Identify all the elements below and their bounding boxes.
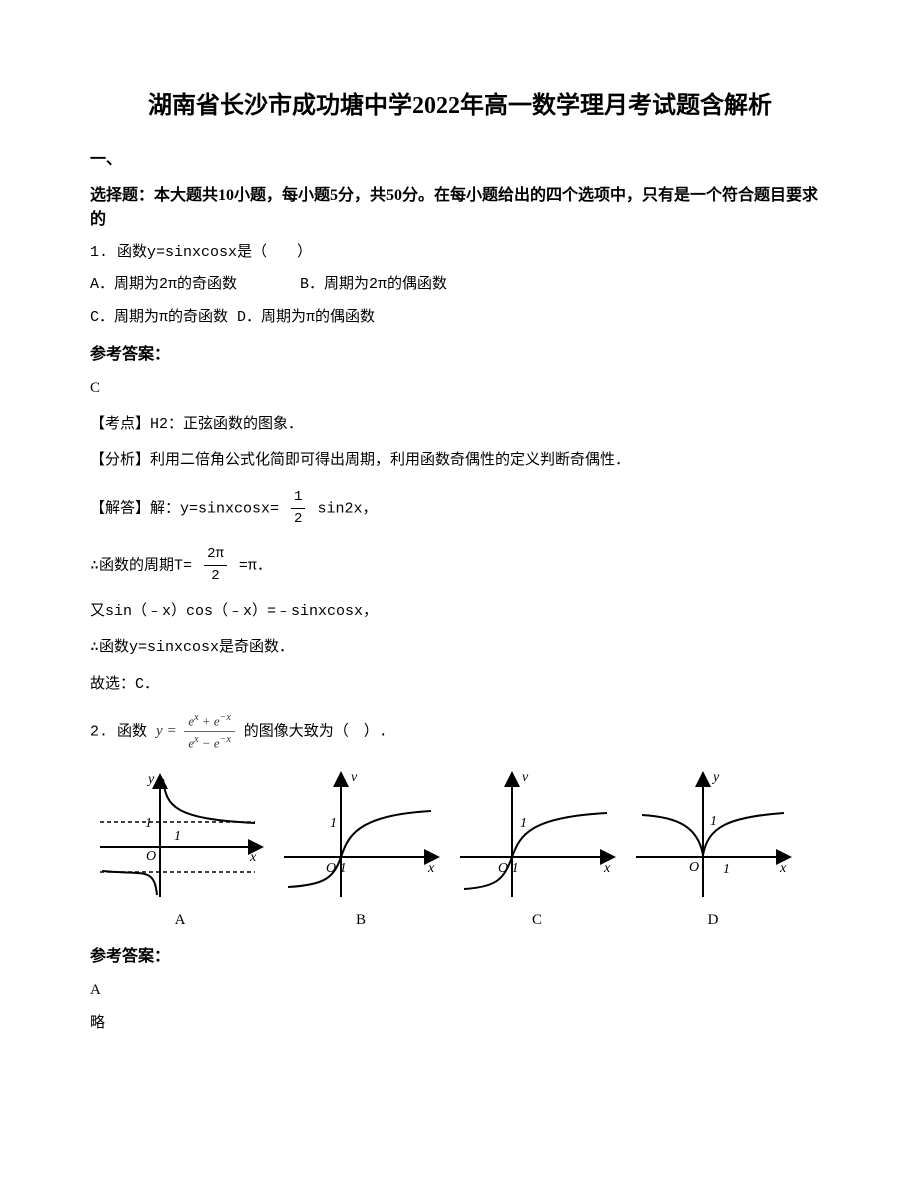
chart-a-svg: O 1 1 x y — [90, 767, 270, 907]
q2-eq-fraction-icon: ex + e−x ex − e−x — [184, 710, 234, 753]
q2-charts-row: O 1 1 x y A O 1 1 x v B — [90, 767, 830, 932]
chart-c-origin: O 1 — [498, 861, 519, 876]
chart-a-one-x: 1 — [174, 829, 181, 844]
q1-optB: B．周期为2π的偶函数 — [300, 276, 447, 293]
chart-c-svg: O 1 1 x v — [452, 767, 622, 907]
q1-answer-header: 参考答案： — [90, 343, 830, 367]
q1-optC: C．周期为π的奇函数 — [90, 309, 228, 326]
q2-stem: 2. 函数 y = ex + e−x ex − e−x 的图像大致为（ ）. — [90, 710, 830, 753]
chart-d-origin: O — [689, 860, 699, 875]
frac-den: 2 — [204, 566, 227, 587]
q2-function-expression: y = ex + e−x ex − e−x — [156, 710, 235, 753]
q1-odd-line: 又sin（﹣x）cos（﹣x）=﹣sinxcosx， — [90, 601, 830, 624]
q1-odd-conclusion: ∴函数y=sinxcosx是奇函数． — [90, 637, 830, 660]
q1-stem: 1. 函数y=sinxcosx是（ ） — [90, 242, 830, 265]
chart-c-label: C — [452, 909, 622, 932]
q2-answer-letter: A — [90, 979, 830, 1002]
section-one-number: 一、 — [90, 148, 830, 172]
chart-c: O 1 1 x v C — [452, 767, 622, 932]
chart-a-origin: O — [146, 849, 156, 864]
q2-eq-num: ex + e−x — [184, 710, 234, 732]
q1-solve-line1: 【解答】解：y=sinxcosx= 1 2 sin2x， — [90, 487, 830, 530]
q1-topic: 【考点】H2：正弦函数的图象． — [90, 414, 830, 437]
chart-b: O 1 1 x v B — [276, 767, 446, 932]
chart-d-label: D — [628, 909, 798, 932]
q1-analysis: 【分析】利用二倍角公式化简即可得出周期，利用函数奇偶性的定义判断奇偶性． — [90, 450, 830, 473]
chart-d-one-x: 1 — [723, 862, 730, 877]
chart-d-y-label: y — [711, 770, 720, 785]
q1-solve-label: 【解答】解：y=sinxcosx= — [90, 500, 279, 517]
chart-c-y-label: v — [522, 770, 529, 785]
chart-a-y-label: y — [146, 772, 155, 787]
q2-answer-header: 参考答案： — [90, 945, 830, 969]
q1-period-tail: =π． — [239, 557, 272, 574]
chart-d-svg: O 1 1 x y — [628, 767, 798, 907]
q1-period-label: ∴函数的周期T= — [90, 557, 192, 574]
q2-eq-y: y = — [156, 723, 177, 739]
q2-prefix: 2. 函数 — [90, 723, 147, 740]
chart-d-x-label: x — [779, 861, 787, 876]
q1-thus: 故选：C． — [90, 674, 830, 697]
q2-suffix: 的图像大致为（ ）. — [244, 723, 388, 740]
q1-period-line: ∴函数的周期T= 2π 2 =π． — [90, 544, 830, 587]
chart-b-x-label: x — [427, 861, 435, 876]
q1-answer-letter: C — [90, 377, 830, 400]
chart-c-one-y: 1 — [520, 816, 527, 831]
chart-c-x-label: x — [603, 861, 611, 876]
q1-options-line2: C．周期为π的奇函数 D．周期为π的偶函数 — [90, 307, 830, 330]
chart-b-one-y: 1 — [330, 816, 337, 831]
chart-d-one-y: 1 — [710, 814, 717, 829]
chart-b-y-label: v — [351, 770, 358, 785]
chart-b-origin: O 1 — [326, 861, 347, 876]
page-title: 湖南省长沙市成功塘中学2022年高一数学理月考试题含解析 — [90, 90, 830, 124]
frac-num: 1 — [291, 487, 305, 509]
chart-a-label: A — [90, 909, 270, 932]
section-one-header: 选择题：本大题共10小题，每小题5分，共50分。在每小题给出的四个选项中，只有是… — [90, 184, 830, 232]
chart-b-label: B — [276, 909, 446, 932]
chart-b-svg: O 1 1 x v — [276, 767, 446, 907]
frac-num: 2π — [204, 544, 227, 566]
q1-options-line1: A．周期为2π的奇函数 B．周期为2π的偶函数 — [90, 274, 830, 297]
q2-eq-den: ex − e−x — [184, 732, 234, 753]
q1-optD: D．周期为π的偶函数 — [237, 309, 375, 326]
fraction-half-icon: 1 2 — [291, 487, 305, 530]
q1-solve-tail: sin2x， — [317, 500, 377, 517]
q2-brief: 略 — [90, 1012, 830, 1035]
chart-a-one-y: 1 — [145, 816, 152, 831]
frac-den: 2 — [291, 509, 305, 530]
fraction-2pi-icon: 2π 2 — [204, 544, 227, 587]
q1-optA: A．周期为2π的奇函数 — [90, 276, 237, 293]
chart-a: O 1 1 x y A — [90, 767, 270, 932]
chart-d: O 1 1 x y D — [628, 767, 798, 932]
chart-a-x-label: x — [249, 850, 257, 865]
